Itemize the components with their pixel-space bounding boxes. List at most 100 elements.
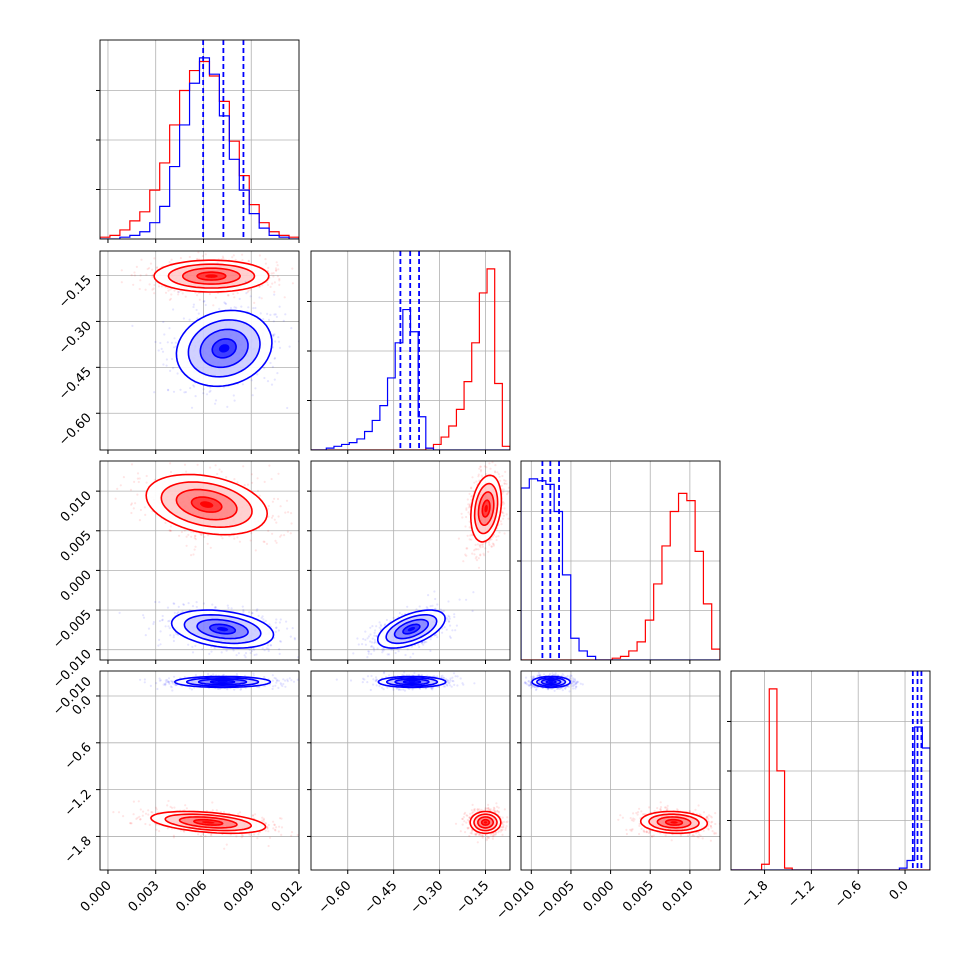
density-group <box>352 461 510 659</box>
scatter-point <box>272 272 275 275</box>
scatter-point <box>248 648 251 651</box>
scatter-point <box>370 645 373 648</box>
scatter-point <box>361 643 364 646</box>
scatter-point <box>211 809 214 812</box>
scatter-point <box>182 603 185 606</box>
scatter-point <box>466 498 469 501</box>
scatter-point <box>492 543 495 546</box>
panel-frame <box>99 39 300 240</box>
scatter-point <box>449 636 452 640</box>
density-group <box>112 672 299 850</box>
histogram-series-a-line <box>731 688 930 870</box>
scatter-point <box>375 625 378 628</box>
scatter-point <box>260 297 263 300</box>
scatter-point <box>197 833 200 836</box>
grid-group <box>100 671 299 870</box>
scatter-point <box>483 465 486 468</box>
scatter-point <box>120 269 123 272</box>
scatter-point <box>264 822 267 825</box>
scatter-point <box>158 830 161 833</box>
scatter-point <box>194 535 197 538</box>
scatter-point <box>226 405 229 408</box>
scatter-point <box>274 313 277 316</box>
scatter-point <box>248 833 251 836</box>
scatter-point <box>247 260 250 263</box>
histogram-group <box>311 251 510 450</box>
scatter-point <box>241 253 244 256</box>
scatter-point <box>271 514 274 518</box>
scatter-point <box>250 473 253 476</box>
scatter-point <box>122 476 125 479</box>
scatter-point <box>436 603 439 606</box>
scatter-point <box>142 810 145 813</box>
scatter-point <box>130 503 133 506</box>
density-fill-series-a <box>484 504 488 513</box>
scatter-point <box>275 269 278 272</box>
scatter-point <box>155 828 158 831</box>
scatter-point <box>201 833 204 836</box>
scatter-point <box>182 603 185 606</box>
scatter-point <box>171 806 174 810</box>
scatter-point <box>251 611 254 615</box>
scatter-point <box>366 656 369 659</box>
scatter-point <box>467 511 470 514</box>
scatter-point <box>189 387 192 390</box>
scatter-point <box>503 482 506 485</box>
scatter-point <box>178 534 181 537</box>
contour-series-b <box>393 618 429 640</box>
scatter-point <box>152 622 155 626</box>
scatter-point <box>183 391 186 394</box>
scatter-point <box>423 640 426 643</box>
scatter-point <box>202 388 205 391</box>
scatter-point <box>172 390 176 393</box>
scatter-point <box>235 654 238 657</box>
scatter-point <box>172 636 175 639</box>
scatter-point <box>465 515 468 519</box>
scatter-point <box>256 477 259 480</box>
scatter-point <box>271 365 274 368</box>
scatter-point <box>112 811 115 814</box>
scatter-point <box>82 484 84 486</box>
scatter-point <box>499 520 502 523</box>
scatter-panel-1-3 <box>82 460 314 664</box>
scatter-point <box>258 285 261 288</box>
scatter-point <box>434 607 437 611</box>
scatter-point <box>467 506 470 509</box>
scatter-point <box>237 652 240 655</box>
scatter-point <box>203 300 206 303</box>
scatter-point <box>464 553 467 556</box>
scatter-point <box>270 516 274 519</box>
scatter-point <box>373 631 376 635</box>
scatter-point <box>277 268 280 271</box>
scatter-point <box>364 643 367 646</box>
scatter-point <box>165 364 168 367</box>
scatter-point <box>177 291 180 294</box>
scatter-point <box>163 333 166 336</box>
scatter-point <box>114 497 117 500</box>
scatter-point <box>470 533 473 536</box>
scatter-point <box>312 516 314 518</box>
scatter-point <box>277 679 280 682</box>
scatter-point <box>233 246 235 248</box>
scatter-point <box>471 476 474 479</box>
scatter-point <box>223 301 226 304</box>
scatter-point <box>278 652 281 656</box>
scatter-point <box>425 640 428 644</box>
scatter-point <box>256 837 259 840</box>
scatter-point <box>233 537 236 540</box>
scatter-point <box>242 465 245 468</box>
scatter-point <box>232 254 235 257</box>
scatter-point <box>142 614 145 617</box>
scatter-point <box>144 822 147 826</box>
scatter-point <box>275 626 278 630</box>
scatter-point <box>166 606 170 609</box>
scatter-point <box>158 619 161 623</box>
scatter-point <box>147 627 151 630</box>
scatter-point <box>275 618 278 621</box>
scatter-point <box>160 347 163 350</box>
scatter-point <box>252 674 255 677</box>
density-fill-series-b <box>218 344 230 353</box>
scatter-point <box>448 620 451 623</box>
scatter-point <box>507 486 510 489</box>
scatter-point <box>172 836 175 839</box>
